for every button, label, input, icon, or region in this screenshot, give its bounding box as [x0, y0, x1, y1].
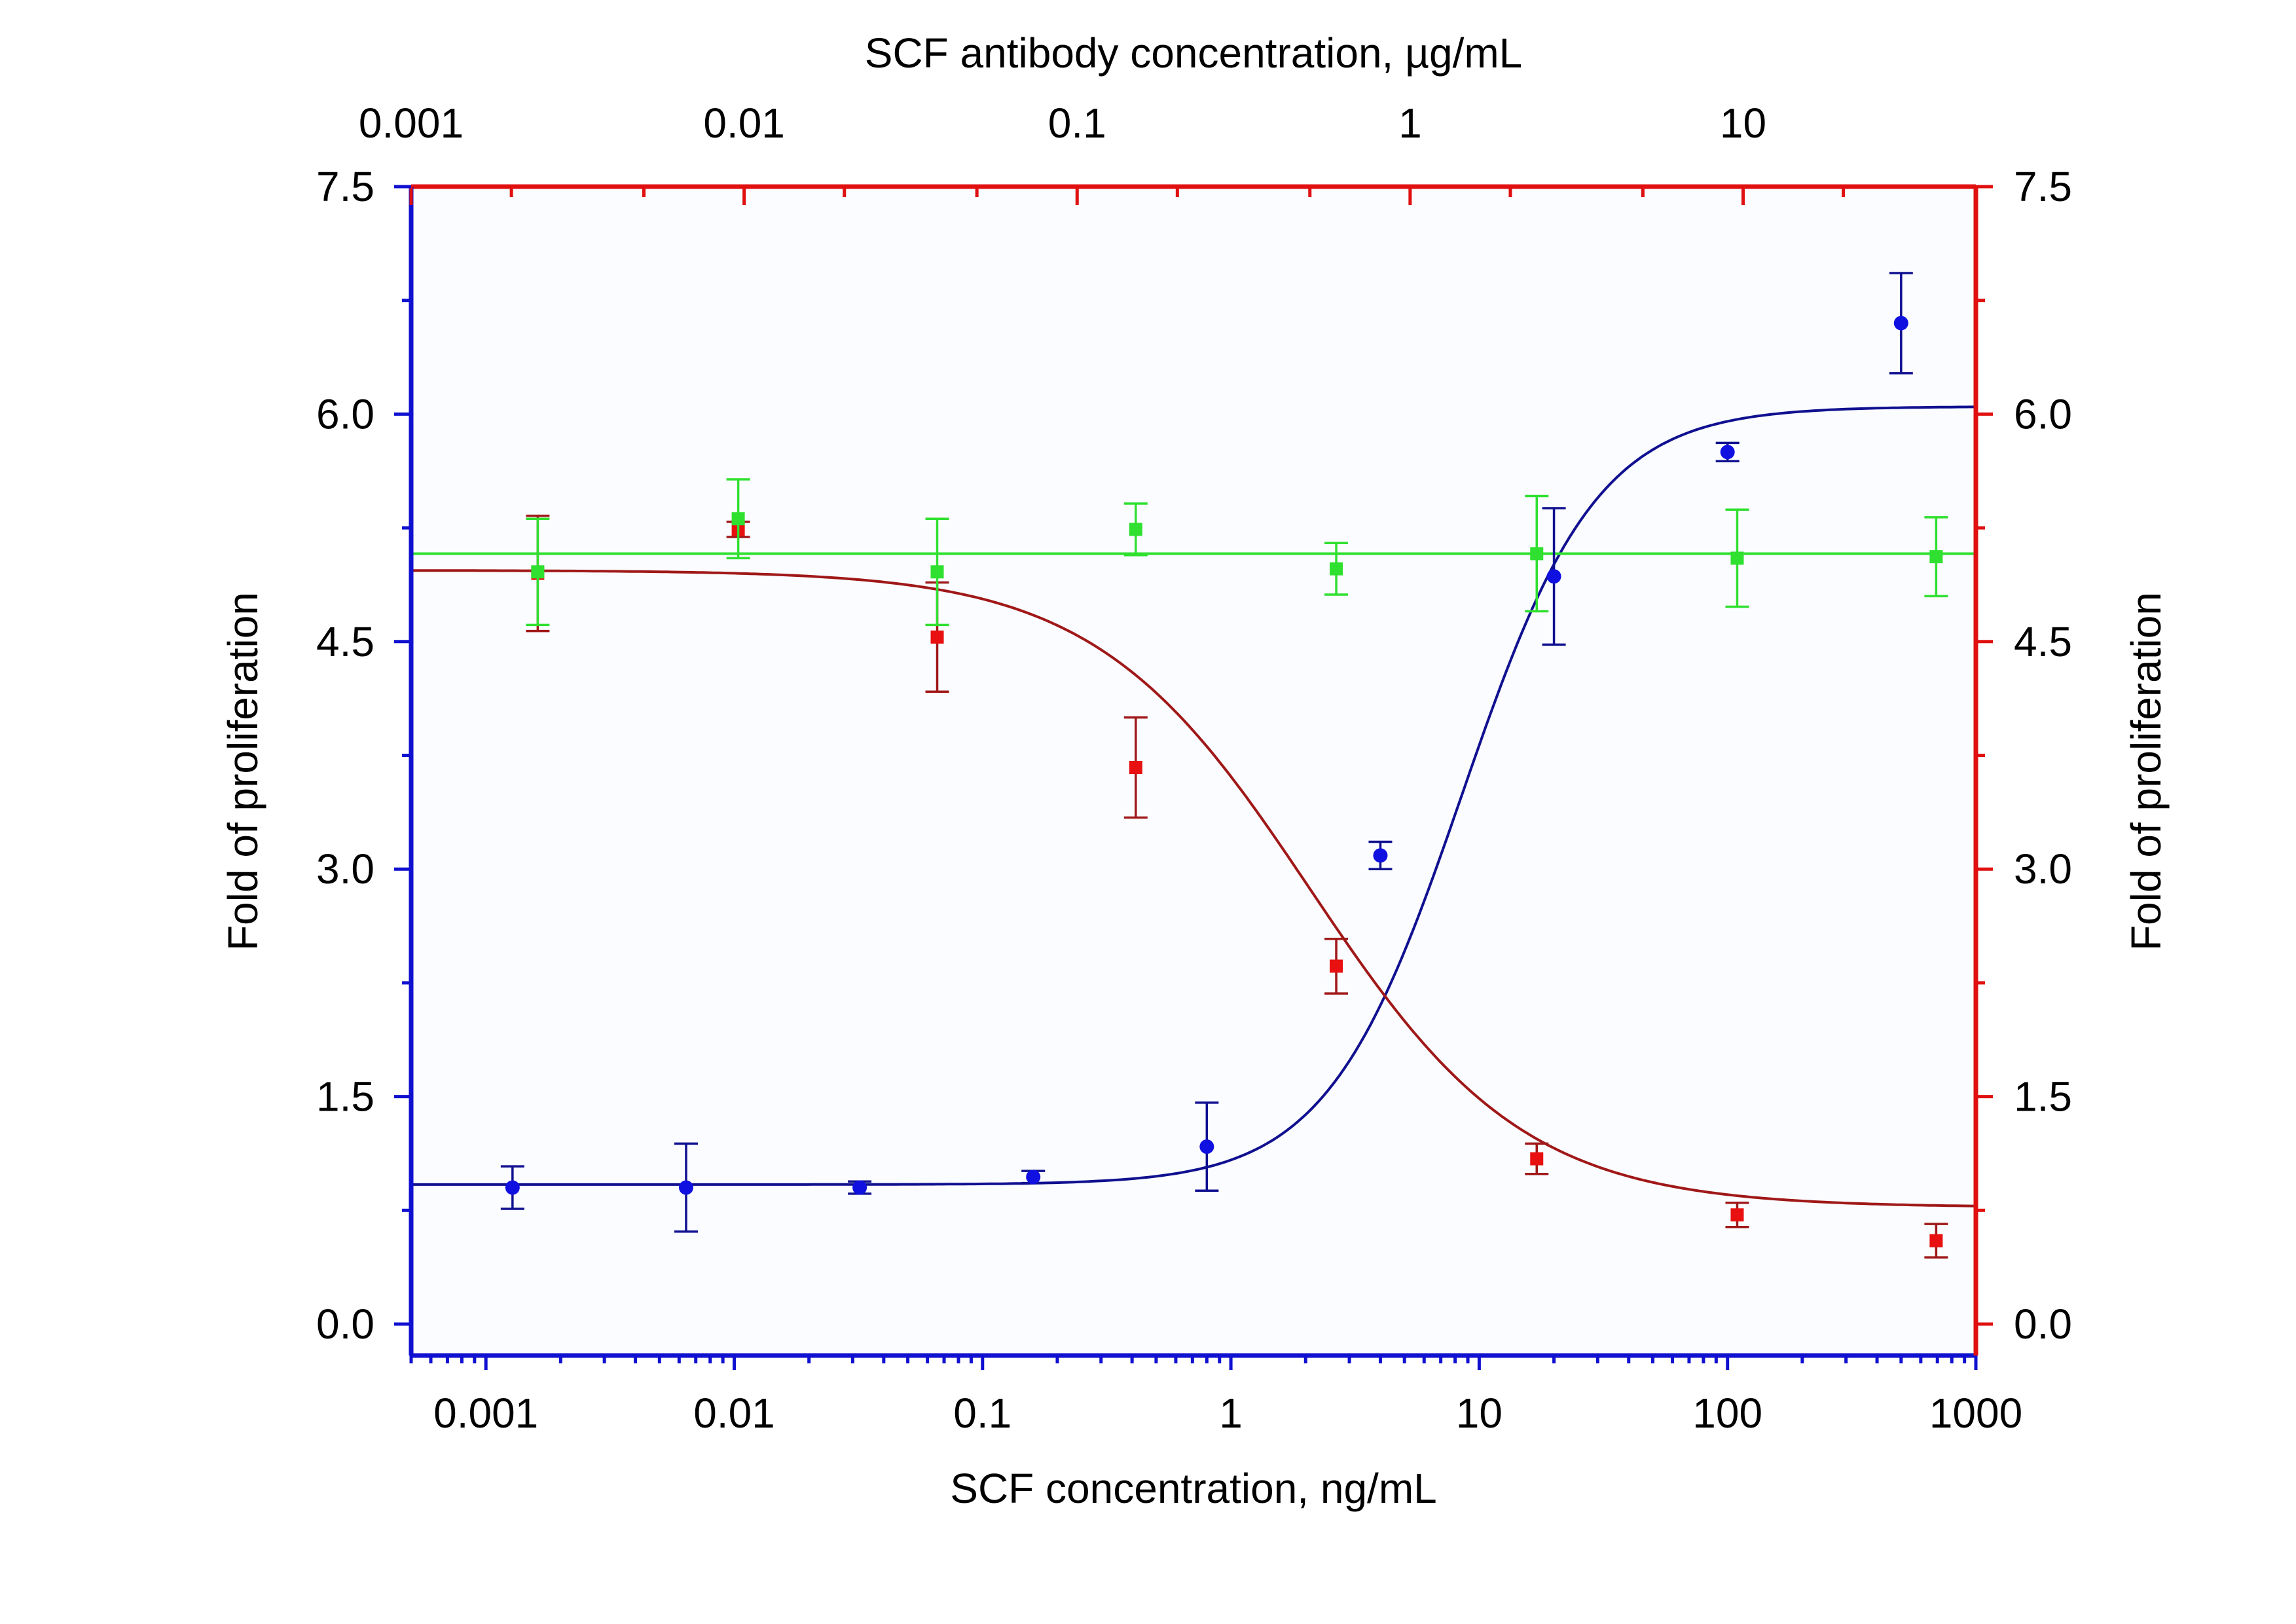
data-point-series-3: [1929, 550, 1943, 564]
x-tick-label: 0.1: [953, 1390, 1011, 1437]
data-point-series-2: [1730, 1208, 1744, 1222]
x2-tick-label: 1: [1398, 100, 1422, 147]
y-axis-title: Fold of proliferation: [219, 592, 266, 951]
data-point-series-3: [1530, 547, 1544, 561]
data-point-series-1: [1893, 316, 1908, 331]
data-point-series-1: [1026, 1170, 1041, 1185]
fit-curve-2: [411, 569, 1977, 1208]
x2-tick-label: 0.1: [1048, 100, 1106, 147]
plot-area: [411, 187, 1976, 1356]
x-tick-label: 1000: [1929, 1390, 2022, 1437]
data-point-series-3: [731, 512, 745, 526]
y2-tick-label: 1.5: [2014, 1073, 2072, 1120]
y2-axis-title: Fold of proliferation: [2123, 592, 2170, 951]
data-point-series-2: [1929, 1234, 1943, 1247]
x-tick-label: 0.01: [693, 1390, 775, 1437]
data-point-series-2: [930, 630, 944, 644]
x2-tick-label: 0.001: [359, 100, 464, 147]
x2-tick-label: 10: [1720, 100, 1766, 147]
y2-tick-label: 4.5: [2014, 618, 2072, 665]
x-axis-title: SCF concentration, ng/mL: [950, 1465, 1436, 1512]
data-point-series-2: [1330, 959, 1343, 973]
data-point-series-1: [1546, 569, 1561, 584]
y-tick-label: 6.0: [316, 390, 374, 437]
tick-labels: 0.001 0.01 0.1 1 10 100 1000 0.001 0.01 0.1 1 10 0.0…: [316, 100, 2072, 1437]
data-point-series-1: [678, 1180, 693, 1195]
y-tick-label: 1.5: [316, 1073, 374, 1120]
x-tick-label: 1: [1219, 1390, 1243, 1437]
data-point-series-1: [852, 1180, 867, 1195]
y2-tick-label: 7.5: [2014, 163, 2072, 210]
x2-tick-label: 0.01: [703, 100, 785, 147]
data-point-series-1: [1199, 1139, 1214, 1154]
data-point-series-3: [1129, 523, 1142, 536]
y2-tick-label: 0.0: [2014, 1301, 2072, 1348]
data-point-series-1: [1720, 445, 1735, 460]
data-points: [500, 272, 1948, 1259]
y-tick-label: 4.5: [316, 618, 374, 665]
axes: [394, 184, 1993, 1370]
data-point-series-3: [930, 565, 944, 579]
data-point-series-3: [1330, 562, 1343, 576]
y2-tick-label: 3.0: [2014, 845, 2072, 893]
y2-tick-label: 6.0: [2014, 390, 2072, 437]
fit-curve-1: [411, 405, 1976, 1186]
data-point-series-1: [1373, 848, 1388, 863]
y-tick-label: 7.5: [316, 163, 374, 210]
x-tick-label: 10: [1456, 1390, 1503, 1437]
x-tick-label: 0.001: [433, 1390, 538, 1437]
data-point-series-2: [1530, 1152, 1544, 1166]
data-point-series-3: [1730, 551, 1744, 565]
y-tick-label: 3.0: [316, 845, 374, 893]
x-tick-label: 100: [1692, 1390, 1762, 1437]
data-point-series-2: [1129, 761, 1142, 775]
fit-curves: [411, 405, 1977, 1208]
y-tick-label: 0.0: [316, 1301, 374, 1348]
data-point-series-1: [505, 1180, 520, 1195]
x2-axis-title: SCF antibody concentration, µg/mL: [865, 29, 1523, 77]
data-point-series-3: [531, 565, 545, 579]
